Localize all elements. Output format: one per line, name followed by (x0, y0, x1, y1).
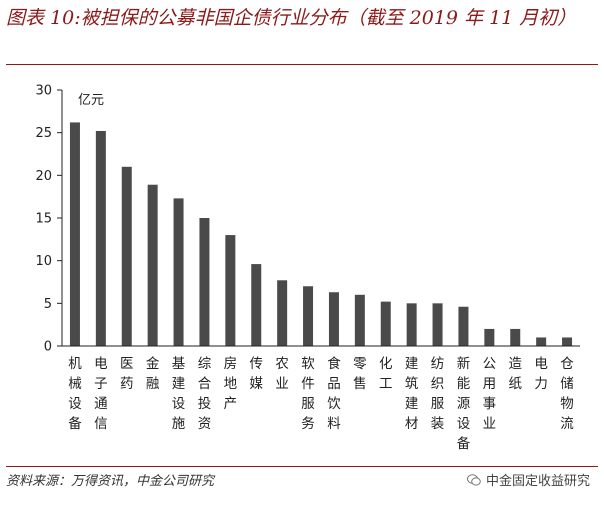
x-tick-label: 综合投资 (198, 356, 212, 432)
x-axis: 机械设备电子通信医药金融基建设施综合投资房地产传媒农业软件服务食品饮料零售化工建… (62, 345, 580, 452)
bar (432, 303, 443, 346)
figure-title: 图表 10:被担保的公募非国企债行业分布（截至 2019 年 11 月初） (6, 7, 577, 29)
x-tick-label: 造纸 (509, 356, 523, 392)
x-tick-label: 食品饮料 (327, 355, 341, 432)
x-tick-label: 农业 (275, 356, 289, 392)
y-axis: 0 5 10 15 20 25 30 (35, 84, 63, 355)
y-tick-label: 10 (35, 254, 52, 269)
bar (354, 294, 365, 346)
x-tick-label: 电力 (534, 356, 548, 392)
bar (406, 303, 417, 346)
bar (536, 337, 547, 346)
y-unit-label: 亿元 (78, 93, 104, 108)
x-tick-label: 仓储物流 (560, 356, 574, 432)
bar (225, 235, 236, 346)
bar (147, 184, 158, 346)
bar (121, 166, 132, 346)
source-note: 资料来源：万得资讯，中金公司研究 (6, 474, 215, 489)
x-tick-label: 新能源设备 (457, 356, 471, 452)
x-tick-label: 建筑建材 (405, 356, 419, 432)
watermark: 中金固定收益研究 (466, 470, 590, 489)
wechat-icon (466, 473, 481, 486)
y-tick-label: 0 (44, 340, 52, 355)
x-tick-label: 化工 (379, 356, 393, 392)
x-tick-label: 零售 (353, 356, 367, 392)
bar (562, 337, 573, 346)
x-tick-label: 机械设备 (68, 356, 82, 432)
y-tick-label: 30 (35, 84, 52, 99)
x-tick-label: 电子通信 (94, 356, 108, 432)
bar-chart: 0 5 10 15 20 25 30 机械设备电子通信医药金融基建设施综合投资房地产传媒农业… (35, 84, 580, 452)
bar (251, 264, 262, 346)
watermark-text: 中金固定收益研究 (485, 474, 590, 489)
bar (328, 292, 339, 346)
bar (458, 306, 469, 346)
y-tick-label: 25 (35, 126, 52, 141)
y-tick-label: 20 (35, 169, 52, 184)
x-tick-label: 公用事业 (483, 356, 497, 432)
bar (510, 328, 521, 346)
x-tick-label: 金融 (146, 356, 160, 392)
x-tick-label: 传媒 (250, 356, 264, 392)
x-tick-label: 纺织服装 (431, 356, 445, 432)
source-rule (6, 466, 598, 467)
bar (303, 286, 314, 346)
bar (199, 218, 210, 346)
x-tick-label: 房地产 (224, 356, 238, 412)
bar (277, 280, 288, 346)
bar (95, 130, 106, 346)
x-tick-label: 基建设施 (172, 355, 186, 432)
x-tick-label: 医药 (120, 356, 134, 392)
bar (380, 301, 391, 346)
title-rule (6, 64, 598, 65)
bar (69, 122, 80, 346)
x-tick-label: 软件服务 (301, 356, 315, 432)
y-tick-label: 5 (44, 297, 52, 312)
bar (484, 328, 495, 346)
bars-group (69, 122, 573, 346)
y-tick-label: 15 (35, 212, 52, 227)
bar (173, 198, 184, 346)
